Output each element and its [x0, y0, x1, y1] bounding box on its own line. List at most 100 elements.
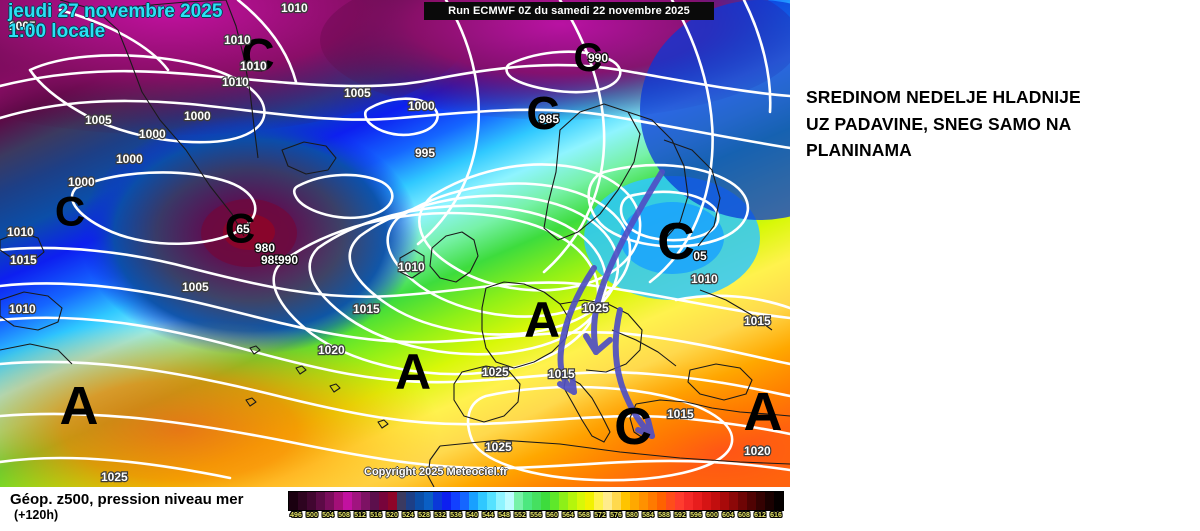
colorbar-tick-label: 544 — [482, 512, 494, 519]
copyright-label: Copyright 2025 Meteociel.fr — [364, 466, 508, 478]
isobar-label: 1025 — [582, 301, 609, 315]
colorbar-tick-label: 568 — [578, 512, 590, 519]
pressure-center-high: A — [744, 382, 783, 442]
colorbar-swatch — [531, 492, 541, 510]
isobar-label: 1010 — [222, 75, 249, 89]
colorbar-swatch — [441, 492, 451, 510]
isobar-label: 1020 — [318, 343, 345, 357]
colorbar-tick-label: 604 — [722, 512, 734, 519]
colorbar-tick-label: 496 — [290, 512, 302, 519]
isobar-label: 1010 — [281, 1, 308, 15]
pressure-center-low: C — [225, 205, 255, 252]
isobar-label: 1015 — [667, 407, 694, 421]
isobar-label: 1005 — [85, 113, 112, 127]
colorbar-tick-label: 536 — [450, 512, 462, 519]
colorbar-tick-label: 520 — [386, 512, 398, 519]
isobar-label: 1010 — [224, 33, 251, 47]
isobar-label: 1000 — [139, 127, 166, 141]
colorbar-tick-label: 500 — [306, 512, 318, 519]
pressure-center-low: C — [241, 29, 274, 81]
colorbar-tick-label: 612 — [754, 512, 766, 519]
colorbar-tick-label: 564 — [562, 512, 574, 519]
colorbar-tick-label: 548 — [498, 512, 510, 519]
isobar-label: 1020 — [744, 444, 771, 458]
colorbar-swatch — [684, 492, 694, 510]
colorbar-swatch — [495, 492, 505, 510]
colorbar-swatch — [585, 492, 595, 510]
colorbar-swatch — [630, 492, 640, 510]
pressure-center-value: 980 — [255, 241, 275, 255]
colorbar-swatch — [540, 492, 550, 510]
colorbar-swatch — [648, 492, 658, 510]
colorbar-swatch — [369, 492, 379, 510]
isobar-label: 1000 — [184, 109, 211, 123]
colorbar-swatch — [747, 492, 757, 510]
colorbar-swatch — [315, 492, 325, 510]
pressure-center-value: 65 — [236, 222, 250, 236]
colorbar-swatch — [711, 492, 721, 510]
colorbar-tick-label: 532 — [434, 512, 446, 519]
model-run-label: Run ECMWF 0Z du samedi 22 novembre 2025 — [448, 5, 690, 17]
colorbar-swatch — [594, 492, 604, 510]
colorbar-swatch — [729, 492, 739, 510]
colorbar-tick-label: 572 — [594, 512, 606, 519]
colorbar-swatch — [405, 492, 415, 510]
colorbar-tick-label: 596 — [690, 512, 702, 519]
colorbar-swatch — [504, 492, 514, 510]
colorbar-tick-label: 524 — [402, 512, 414, 519]
colorbar-ticks: 496 500 504 508 512 516 520 524 528 532 536 540 544 5… — [288, 512, 784, 526]
colorbar-tick-label: 540 — [466, 512, 478, 519]
isobar-label: 1025 — [482, 365, 509, 379]
colorbar-swatch — [486, 492, 496, 510]
colorbar-swatch — [549, 492, 559, 510]
colorbar-swatch — [576, 492, 586, 510]
colorbar-swatch — [693, 492, 703, 510]
pressure-center-low: C — [526, 87, 559, 139]
headline-text: SREDINOM NEDELJE HLADNIJE UZ PADAVINE, S… — [806, 84, 1194, 164]
colorbar-tick-label: 508 — [338, 512, 350, 519]
valid-time: 1:00 locale — [8, 21, 106, 43]
isobar-label: 1010 — [7, 225, 34, 239]
isobar-label-group: 1010 1010 1005 1010 1010 1005 1000 1005 1000 1000… — [6, 0, 772, 485]
colorbar-swatch — [756, 492, 766, 510]
pressure-center-value: 990 — [588, 51, 608, 65]
colorbar-swatch — [360, 492, 370, 510]
colorbar-swatch — [567, 492, 577, 510]
colorbar-swatch — [459, 492, 469, 510]
colorbar-swatch — [423, 492, 433, 510]
pressure-center-value: 990 — [278, 253, 298, 267]
colorbar-swatch — [378, 492, 388, 510]
legend-title: Géop. z500, pression niveau mer — [10, 491, 244, 508]
pressure-center-high: A — [60, 376, 99, 436]
colorbar-tick-label: 528 — [418, 512, 430, 519]
model-run-bar: Run ECMWF 0Z du samedi 22 novembre 2025 — [424, 2, 714, 20]
colorbar-swatch — [342, 492, 352, 510]
colorbar-swatch — [765, 492, 775, 510]
colorbar-tick-label: 580 — [626, 512, 638, 519]
colorbar-tick-label: 584 — [642, 512, 654, 519]
colorbar-swatch — [774, 492, 784, 510]
pressure-center-high: A — [524, 292, 560, 348]
colorbar-swatch — [702, 492, 712, 510]
isobar-label: 995 — [415, 146, 435, 160]
pressure-center-low: C — [574, 36, 603, 80]
legend-subtitle: (+120h) — [14, 508, 59, 523]
colorbar-tick-label: 504 — [322, 512, 334, 519]
colorbar-tick-label: 592 — [674, 512, 686, 519]
pressure-center-low: C — [614, 398, 652, 456]
isobar-label: 1025 — [485, 440, 512, 454]
isobar-label: 1000 — [408, 99, 435, 113]
colorbar-swatch — [666, 492, 676, 510]
pressure-center-value: 985 — [261, 253, 281, 267]
colorbar-swatch — [414, 492, 424, 510]
valid-time-caption: jeudi 27 novembre 2025 1:00 locale — [8, 1, 222, 43]
colorbar — [288, 491, 784, 511]
colorbar-swatch — [351, 492, 361, 510]
pressure-center-value: 05 — [693, 249, 707, 263]
colorbar-swatch — [324, 492, 334, 510]
isobar-label: 1025 — [101, 470, 128, 484]
colorbar-swatch — [603, 492, 613, 510]
